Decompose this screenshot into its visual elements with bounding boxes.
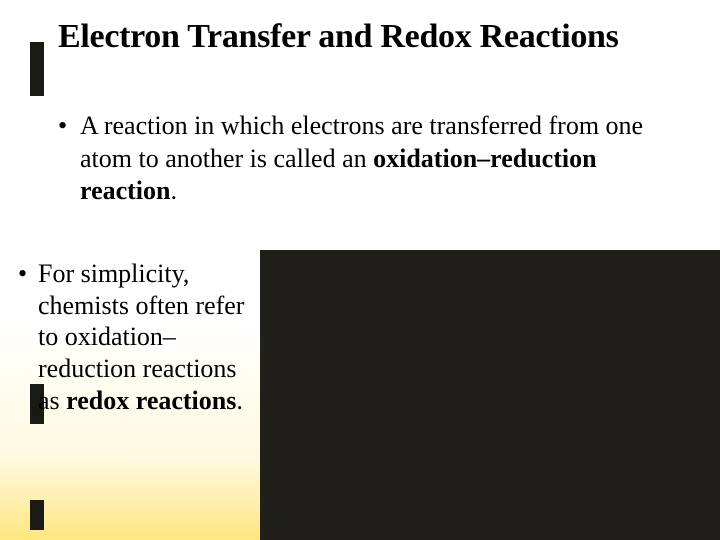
bullet-point-2: • For simplicity, chemists often refer t… — [38, 258, 258, 417]
accent-bar-bottom — [30, 500, 44, 530]
bullet2-bold: redox reactions — [66, 386, 236, 415]
bullet-point-1: • A reaction in which electrons are tran… — [80, 110, 680, 208]
slide-title: Electron Transfer and Redox Reactions — [58, 18, 619, 56]
accent-bar-top — [30, 42, 44, 96]
bullet1-text-end: . — [171, 176, 178, 205]
bullet-marker: • — [18, 258, 27, 290]
bullet-marker: • — [58, 110, 67, 143]
image-placeholder-box — [260, 250, 720, 540]
bullet2-text-end: . — [236, 386, 243, 415]
